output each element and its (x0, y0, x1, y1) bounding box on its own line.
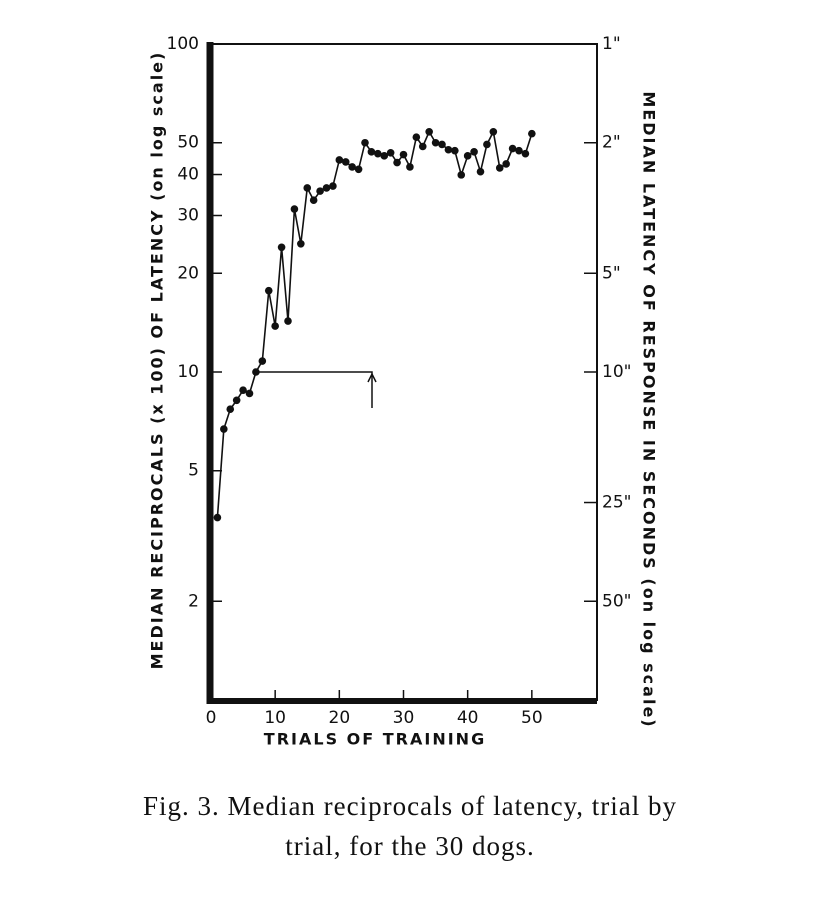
data-point (341, 158, 350, 166)
data-point (489, 127, 498, 136)
y2-tick-label: 50" (602, 591, 631, 611)
data-point (322, 184, 331, 192)
data-point (451, 146, 459, 155)
data-point (264, 286, 273, 295)
data-point (374, 149, 382, 158)
data-point (277, 243, 286, 252)
data-point (335, 156, 344, 164)
data-point (245, 389, 254, 398)
data-point (412, 133, 421, 141)
data-point (470, 148, 478, 156)
data-point (284, 317, 292, 325)
criterion-marker (256, 371, 373, 408)
data-point (316, 187, 324, 195)
data-point (438, 140, 446, 149)
y-tick-label: 50 (177, 133, 199, 153)
data-point (271, 322, 279, 330)
data-point (528, 129, 536, 138)
data-point (521, 149, 530, 158)
x-tick-label: 10 (264, 708, 286, 728)
y-tick-label: 100 (167, 34, 199, 54)
data-point (386, 148, 395, 157)
y2-tick-label: 10" (602, 362, 631, 382)
data-point (232, 396, 241, 405)
x-tick-label: 50 (521, 708, 543, 728)
data-point (483, 140, 491, 149)
chart: MEDIAN RECIPROCALS (x 100) OF LATENCY (o… (148, 34, 659, 749)
caption: Fig. 3. Median reciprocals of latency, t… (142, 791, 678, 861)
x-tick-label: 30 (393, 708, 415, 728)
data-point (431, 138, 440, 147)
data-point (463, 152, 472, 160)
x-tick-label: 40 (457, 708, 479, 728)
data-point (399, 150, 408, 159)
data-point (457, 171, 466, 179)
data-point (290, 205, 299, 213)
data-point (380, 152, 389, 160)
y-tick-label: 40 (177, 165, 199, 185)
data-point (425, 127, 433, 136)
x-tick-label: 0 (206, 708, 217, 728)
data-point (329, 182, 337, 190)
y-tick-label: 2 (188, 591, 199, 611)
y2-tick-label: 25" (602, 493, 631, 513)
data-point (303, 184, 312, 192)
y-axis-label: MEDIAN RECIPROCALS (x 100) OF LATENCY (o… (148, 51, 167, 670)
y-tick-label: 20 (177, 263, 199, 283)
y-tick-label: 10 (177, 362, 199, 382)
data-point (393, 158, 401, 167)
data-line (216, 129, 533, 518)
data-point (297, 239, 305, 248)
x-tick-label: 20 (329, 708, 351, 728)
data-point (354, 165, 363, 174)
data-point (444, 145, 453, 154)
data-point (495, 164, 504, 172)
x-axis-label: TRIALS OF TRAINING (264, 730, 486, 749)
data-point (309, 196, 318, 205)
y2-tick-label: 2" (602, 133, 621, 153)
data-point (239, 386, 247, 395)
data-point (220, 425, 228, 433)
y-tick-label: 30 (177, 206, 199, 226)
data-point (502, 160, 510, 168)
data-point (361, 138, 369, 147)
data-point (476, 167, 485, 176)
y2-axis-label: MEDIAN LATENCY OF RESPONSE IN SECONDS (o… (640, 91, 659, 728)
data-point (406, 163, 414, 171)
data-point (213, 513, 222, 522)
y2-tick-label: 1" (602, 34, 621, 54)
data-point (226, 405, 235, 414)
criterion-arrow (367, 372, 377, 383)
y2-tick-label: 5" (602, 263, 621, 283)
data-point (508, 144, 517, 153)
data-point (418, 142, 427, 151)
data-point (348, 163, 356, 171)
data-point (515, 146, 523, 155)
y-tick-label: 5 (188, 461, 199, 481)
data-point (252, 368, 260, 376)
data-point (367, 148, 376, 156)
data-point (258, 357, 267, 365)
